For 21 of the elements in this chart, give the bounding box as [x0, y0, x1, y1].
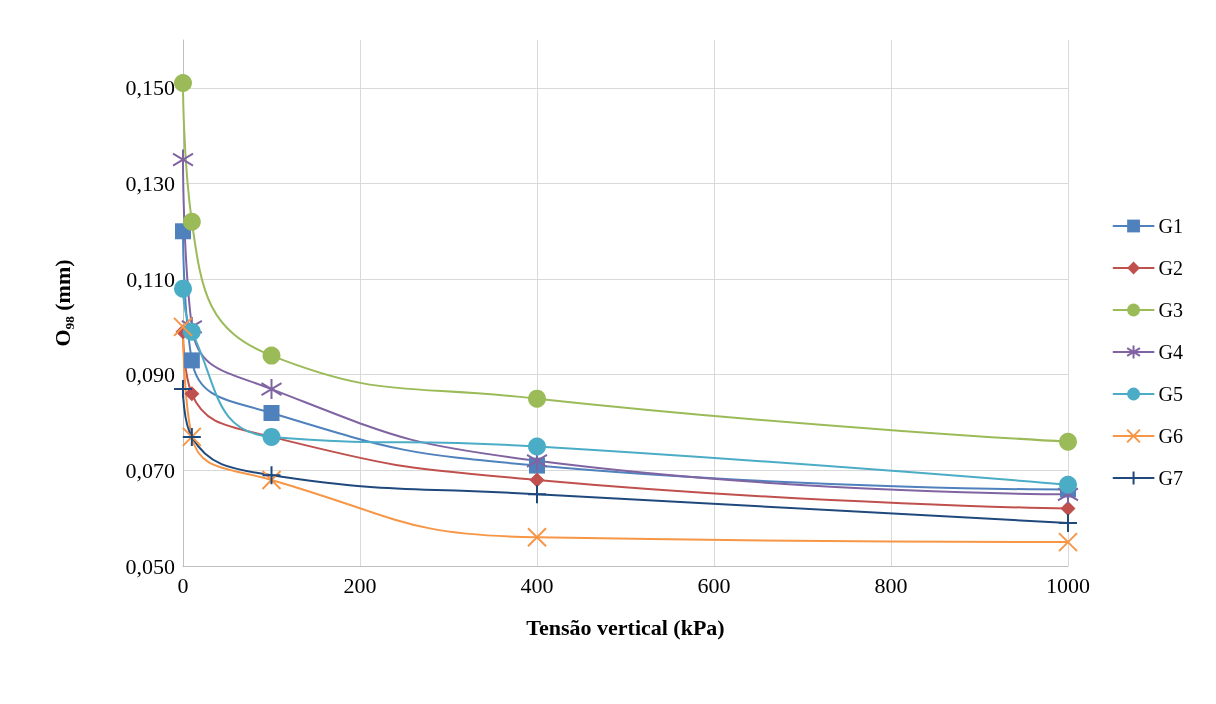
x-tick-label: 400: [520, 572, 554, 598]
y-tick-label: 0,130: [125, 170, 175, 196]
legend-label: G2: [1158, 257, 1184, 279]
legend-label: G3: [1158, 299, 1184, 321]
x-tick-label: 800: [874, 572, 908, 598]
x-tick-label: 600: [697, 572, 731, 598]
x-axis-title: Tensão vertical (kPa): [526, 614, 725, 640]
y-tick-label: 0,090: [125, 362, 175, 388]
y-tick-label: 0,070: [125, 457, 175, 483]
y-tick-label: 0,110: [126, 266, 175, 292]
legend-label: G6: [1158, 425, 1184, 447]
x-tick-label: 200: [343, 572, 377, 598]
legend-label: G4: [1158, 341, 1184, 363]
legend-label: G1: [1158, 215, 1184, 237]
legend-label: G7: [1158, 467, 1184, 489]
y-tick-label: 0,150: [125, 75, 175, 101]
x-tick-label: 0: [177, 572, 189, 598]
legend-label: G5: [1158, 383, 1184, 405]
x-tick-label: 1000: [1046, 572, 1090, 598]
y-axis-title: O₉₈ (mm): [49, 259, 75, 347]
y-tick-label: 0,050: [125, 553, 175, 579]
